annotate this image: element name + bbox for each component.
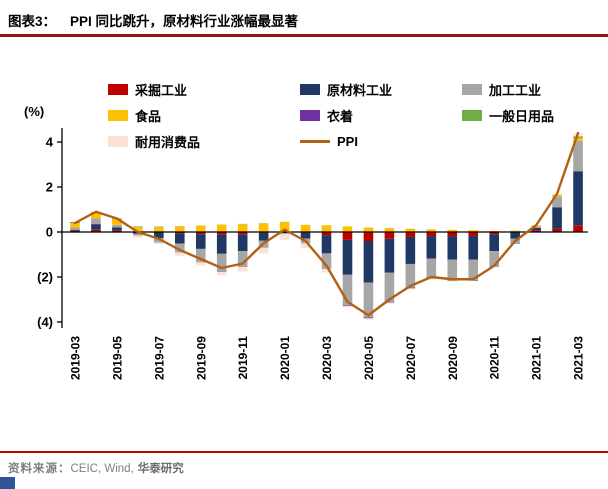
legend-label-durables: 耐用消费品 — [135, 134, 201, 150]
legend-swatch-processing — [462, 83, 482, 95]
svg-text:2020-07: 2020-07 — [404, 336, 418, 380]
svg-text:2019-11: 2019-11 — [236, 336, 250, 380]
svg-text:2019-09: 2019-09 — [194, 336, 208, 380]
svg-text:2021-03: 2021-03 — [572, 336, 586, 380]
legend-item-mining: 采掘工业 — [108, 82, 300, 98]
svg-text:2019-05: 2019-05 — [110, 336, 124, 380]
legend-swatch-durables — [108, 135, 128, 147]
source-brand: 华泰研究 — [137, 463, 184, 475]
legend-item-raw-materials: 原材料工业 — [300, 82, 462, 98]
legend-swatch-daily-goods — [462, 109, 482, 121]
svg-text:2020-09: 2020-09 — [446, 336, 460, 380]
legend-swatch-clothing — [300, 109, 320, 121]
legend-label-food: 食品 — [135, 108, 162, 124]
legend-label-daily-goods: 一般日用品 — [489, 108, 555, 124]
legend-item-food: 食品 — [108, 108, 300, 124]
source-line: 资料来源：CEIC, Wind, 华泰研究 — [8, 460, 184, 476]
legend-item-ppi: PPI — [300, 133, 462, 149]
legend-swatch-food — [108, 109, 128, 121]
svg-text:4: 4 — [46, 135, 54, 150]
chart-title-row: 图表3： PPI 同比跳升，原材料行业涨幅最显著 — [8, 10, 298, 30]
svg-text:(4): (4) — [37, 315, 53, 330]
legend-item-daily-goods: 一般日用品 — [462, 108, 555, 124]
svg-text:2020-11: 2020-11 — [488, 336, 502, 380]
svg-text:2021-01: 2021-01 — [530, 336, 544, 380]
chart-legend: 采掘工业 原材料工业 加工工业 食品 衣着 一般日用品 耐用消费品 PPI — [108, 82, 555, 150]
legend-swatch-ppi-line — [300, 139, 330, 143]
svg-text:2019-03: 2019-03 — [69, 336, 83, 380]
publisher-logo — [0, 477, 15, 489]
y-axis-unit-label: (%) — [24, 104, 45, 119]
chart-svg: 4 2 0 (2) (4) 2019-03 2019-05 2019-07 2019-09 201… — [37, 128, 588, 380]
page-title: PPI 同比跳升，原材料行业涨幅最显著 — [70, 14, 299, 29]
svg-text:2020-05: 2020-05 — [362, 336, 376, 380]
svg-text:2020-01: 2020-01 — [278, 336, 292, 380]
legend-label-clothing: 衣着 — [327, 108, 354, 124]
legend-item-clothing: 衣着 — [300, 108, 462, 124]
source-label: 资料来源： — [8, 463, 71, 475]
legend-item-durables: 耐用消费品 — [108, 134, 300, 150]
svg-text:(2): (2) — [37, 270, 53, 285]
footer-rule — [0, 451, 608, 453]
svg-text:2: 2 — [46, 180, 53, 195]
legend-item-processing: 加工工业 — [462, 82, 554, 98]
svg-text:2019-07: 2019-07 — [152, 336, 166, 380]
legend-label-mining: 采掘工业 — [135, 82, 188, 98]
svg-text:0: 0 — [46, 225, 53, 240]
source-text: CEIC, Wind, — [70, 463, 134, 475]
legend-label-raw-materials: 原材料工业 — [327, 82, 393, 98]
title-underline-rule — [0, 34, 608, 37]
figure-label: 图表3： — [8, 14, 57, 29]
legend-label-processing: 加工工业 — [489, 82, 542, 98]
legend-label-ppi: PPI — [337, 133, 358, 149]
legend-swatch-mining — [108, 83, 128, 95]
svg-text:2020-03: 2020-03 — [320, 336, 334, 380]
legend-swatch-raw-materials — [300, 83, 320, 95]
